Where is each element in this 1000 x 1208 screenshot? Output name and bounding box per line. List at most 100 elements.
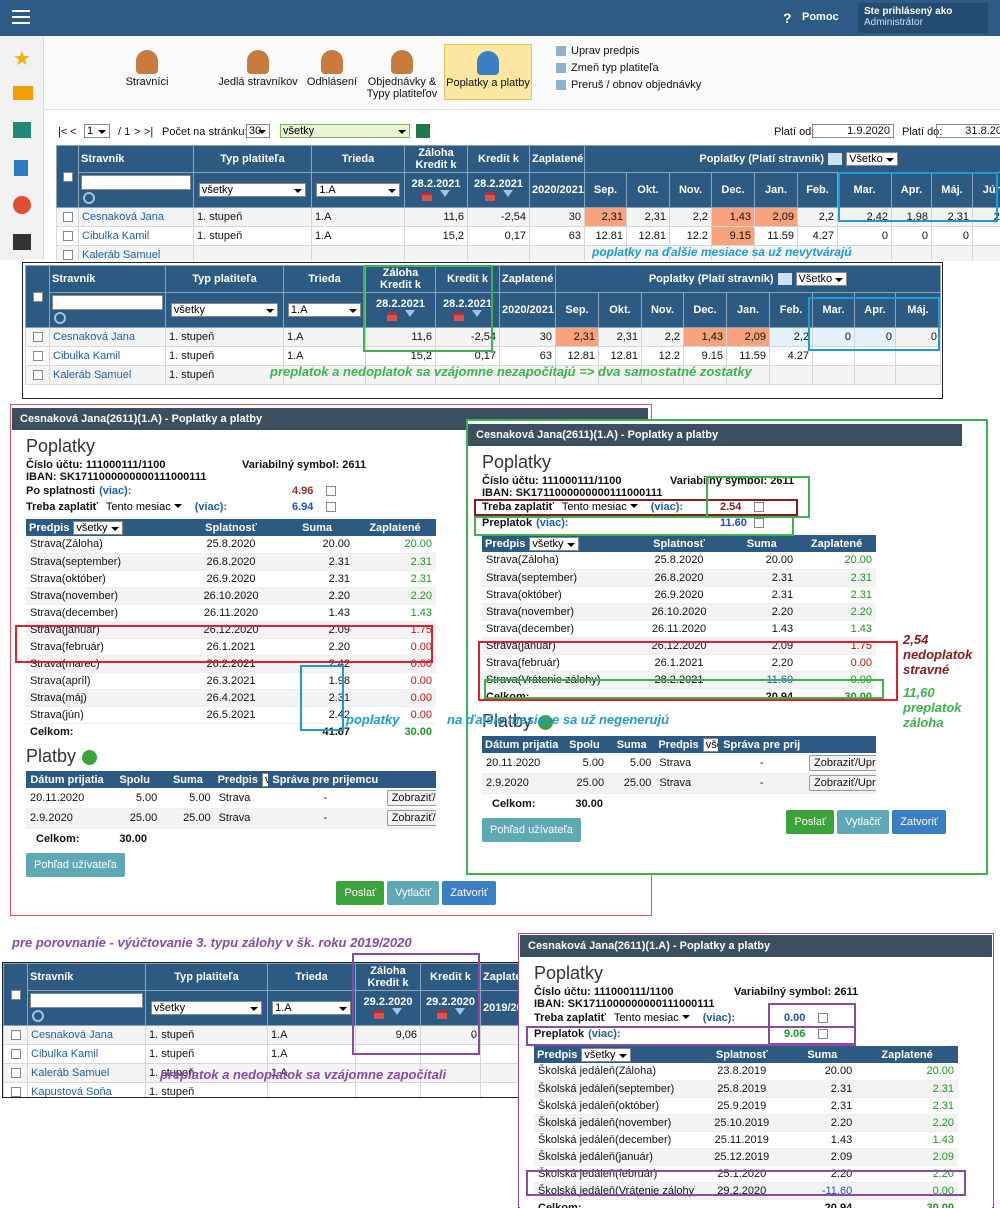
checkbox[interactable]: [32, 291, 43, 302]
mail-icon[interactable]: [13, 86, 33, 100]
predpis-filter[interactable]: všetky: [73, 520, 123, 535]
column-header[interactable]: Trieda: [311, 145, 405, 173]
row-select[interactable]: [56, 207, 79, 227]
checkbox[interactable]: [326, 502, 336, 512]
row-select[interactable]: [56, 226, 79, 246]
column-header[interactable]: Typ platiteľa: [193, 145, 312, 173]
more-link[interactable]: (viac):: [650, 501, 684, 513]
pager-filter[interactable]: všetky: [280, 124, 410, 138]
search-icon[interactable]: [32, 1010, 44, 1022]
more-link[interactable]: (viac):: [536, 517, 569, 529]
column-header[interactable]: Trieda: [283, 265, 366, 293]
checkbox[interactable]: [754, 502, 764, 512]
row-select[interactable]: [25, 346, 50, 366]
filter-icon[interactable]: [502, 190, 513, 202]
checkbox[interactable]: [754, 518, 764, 528]
period-select[interactable]: Tento mesiac: [559, 499, 641, 515]
table-icon[interactable]: [828, 153, 843, 166]
pager-page[interactable]: 1: [84, 124, 110, 138]
pager-valid-from[interactable]: 1.9.2020: [812, 124, 894, 138]
checkbox[interactable]: [818, 1013, 828, 1023]
student-name[interactable]: Cibulka Kamil: [27, 1044, 146, 1064]
more-link[interactable]: (viac):: [194, 501, 228, 513]
checkbox[interactable]: [818, 1029, 828, 1039]
column-header[interactable]: Kredit k: [435, 265, 500, 293]
select-all[interactable]: [25, 265, 50, 328]
calendar-icon[interactable]: [436, 1009, 447, 1019]
filter-select[interactable]: 1.A: [287, 303, 362, 317]
toolbar-item[interactable]: Jedlá stravníkov: [212, 44, 304, 100]
pager-next[interactable]: >: [134, 126, 141, 138]
column-header[interactable]: Stravník: [49, 265, 166, 293]
close-button[interactable]: Zatvoriť: [892, 809, 946, 834]
toolbar-action[interactable]: Preruš / obnov objednávky: [556, 79, 701, 91]
column-header[interactable]: Záloha Kredit k: [355, 963, 421, 991]
filter-select[interactable]: 1.A: [272, 1001, 351, 1015]
column-header[interactable]: Stravník: [27, 963, 146, 991]
filter-select[interactable]: všetky: [170, 303, 279, 317]
pager-prev[interactable]: <: [70, 126, 77, 138]
user-view-button[interactable]: Pohľad užívateľa: [482, 817, 581, 842]
predpis-filter[interactable]: všetky: [702, 737, 719, 752]
send-button[interactable]: Poslať: [336, 880, 385, 905]
checkbox[interactable]: [62, 212, 73, 223]
toolbar-item[interactable]: Objednávky & Typy platiteľov: [362, 44, 442, 100]
close-button[interactable]: Zatvoriť: [442, 880, 496, 905]
student-name[interactable]: Cesnaková Jana: [27, 1025, 146, 1045]
row-select[interactable]: [3, 1044, 28, 1064]
star-icon[interactable]: ★: [13, 48, 31, 70]
fees-filter[interactable]: Všetko: [846, 152, 898, 166]
row-select[interactable]: [25, 327, 50, 347]
calendar-icon[interactable]: [484, 191, 495, 201]
toolbar-item[interactable]: Poplatky a platby: [444, 44, 532, 100]
edit-button[interactable]: Zobraziť/Upraviť: [386, 789, 436, 806]
print-button[interactable]: Vytlačiť: [387, 880, 440, 905]
student-name[interactable]: Kapustová Soňa: [27, 1082, 146, 1097]
more-link[interactable]: (viac):: [588, 1028, 621, 1040]
pager-last[interactable]: >|: [144, 126, 154, 138]
student-name[interactable]: Kaleráb Samuel: [78, 245, 194, 261]
filter-icon[interactable]: [404, 310, 415, 322]
user-view-button[interactable]: Pohľad užívateľa: [26, 852, 125, 877]
excel-icon[interactable]: [416, 124, 430, 138]
column-header[interactable]: Stravník: [78, 145, 194, 173]
calendar-icon[interactable]: [422, 191, 432, 201]
checkbox[interactable]: [62, 171, 73, 182]
column-header[interactable]: Typ platiteľa: [165, 265, 284, 293]
search-icon[interactable]: [54, 312, 66, 324]
more-link[interactable]: (viac):: [702, 1012, 736, 1024]
book-icon[interactable]: [14, 160, 28, 176]
edit-button[interactable]: Zobraziť/Upraviť: [809, 754, 876, 771]
student-name[interactable]: Cibulka Kamil: [78, 226, 194, 246]
send-button[interactable]: Poslať: [786, 809, 835, 834]
select-all[interactable]: [3, 963, 28, 1026]
calendar-icon[interactable]: [453, 311, 464, 321]
table-icon[interactable]: [777, 273, 792, 286]
row-select[interactable]: [3, 1082, 28, 1097]
checkbox[interactable]: [10, 1030, 21, 1041]
pager-per-page[interactable]: 30: [246, 124, 270, 138]
help-icon[interactable]: ?: [783, 10, 792, 26]
predpis-filter[interactable]: všetky: [581, 1047, 631, 1062]
filter-select[interactable]: 1.A: [316, 183, 400, 197]
column-header[interactable]: Záloha Kredit k: [365, 265, 436, 293]
row-select[interactable]: [3, 1063, 28, 1083]
checkbox[interactable]: [32, 351, 43, 362]
add-payment[interactable]: [538, 714, 554, 730]
more-link[interactable]: (viac):: [99, 485, 132, 497]
column-header[interactable]: Zaplatené: [499, 265, 556, 293]
column-header[interactable]: Zaplatené: [529, 145, 585, 173]
edit-button[interactable]: Zobraziť/Upraviť: [386, 810, 436, 826]
column-header[interactable]: Záloha Kredit k: [404, 145, 468, 173]
checkbox[interactable]: [62, 231, 73, 242]
predpis-filter[interactable]: všetky: [529, 536, 579, 551]
checkbox[interactable]: [10, 1068, 21, 1079]
filter-icon[interactable]: [471, 310, 482, 322]
person-icon[interactable]: [13, 196, 31, 214]
help-link[interactable]: Pomoc: [802, 11, 839, 23]
search-input[interactable]: [30, 993, 143, 1008]
select-all[interactable]: [56, 145, 79, 208]
pager-first[interactable]: |<: [58, 126, 68, 138]
toolbar-action[interactable]: Uprav predpis: [556, 45, 639, 57]
row-select[interactable]: [25, 365, 50, 385]
